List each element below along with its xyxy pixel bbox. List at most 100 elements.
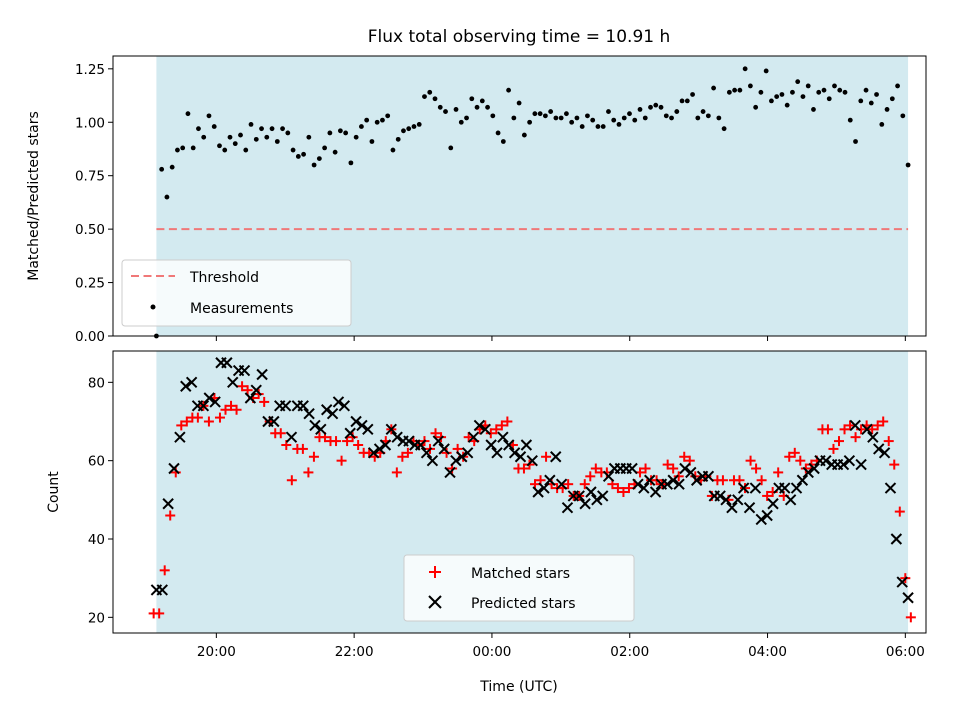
measurement-point (790, 89, 795, 95)
predicted-star-point (755, 513, 767, 526)
matched-star-point (585, 471, 596, 482)
ratio-y-tick-label: 0.75 (75, 169, 105, 185)
measurement-point (411, 124, 417, 129)
measurement-point (889, 96, 895, 102)
predicted-star-point (450, 454, 462, 467)
predicted-star-point (379, 439, 392, 451)
predicted-star-point (520, 439, 533, 451)
x-tick-label: 02:00 (610, 644, 649, 660)
predicted-star-point (362, 423, 374, 436)
measurement-point (753, 104, 759, 110)
measurement-point (427, 89, 433, 95)
matched-star-point (784, 451, 795, 462)
count-legend-box (403, 554, 635, 622)
predicted-star-point (690, 474, 703, 486)
matched-star-point (496, 420, 507, 431)
predicted-star-point (720, 494, 732, 506)
measurement-point (196, 126, 201, 132)
predicted-star-point (221, 357, 233, 369)
measurement-point (164, 194, 170, 200)
matched-star-point (717, 475, 728, 486)
predicted-star-point (667, 474, 679, 486)
predicted-star-point (244, 392, 257, 404)
matched-star-point (872, 420, 883, 431)
predicted-star-point (573, 490, 585, 502)
matched-star-point (502, 416, 513, 427)
matched-star-point (751, 463, 762, 474)
measurement-point (811, 107, 816, 112)
measurement-point (548, 109, 554, 114)
measurement-point (784, 102, 790, 108)
predicted-star-point (285, 431, 298, 443)
ratio-y-tick-label: 0.50 (75, 222, 105, 238)
predicted-star-point (367, 447, 380, 459)
measurement-point (726, 89, 732, 95)
ratio-y-tick-label: 0.00 (75, 329, 105, 345)
ratio-legend: Threshold Measurements (121, 259, 352, 327)
measurement-point (248, 121, 254, 127)
measurement-point (537, 111, 543, 117)
matched-star-point (353, 440, 364, 450)
measurement-point (905, 162, 911, 168)
measurement-point (574, 115, 580, 121)
legend-threshold-label: Threshold (189, 270, 259, 286)
predicted-star-point (538, 482, 550, 494)
measurement-point (206, 113, 212, 119)
legend-measurements-swatch (150, 304, 156, 310)
predicted-star-point (743, 501, 756, 514)
measurement-point (747, 83, 753, 89)
measurement-point (253, 136, 259, 142)
matched-star-point (397, 451, 408, 462)
predicted-star-point (414, 439, 427, 451)
predicted-star-point (256, 368, 268, 381)
predicted-star-points (150, 357, 914, 604)
measurement-point (217, 143, 222, 149)
matched-star-point (822, 424, 833, 435)
ratio-legend-box (121, 259, 352, 327)
matched-star-point (905, 612, 916, 623)
measurement-point (769, 98, 774, 104)
matched-star-point (159, 565, 170, 576)
ratio-panel-frame (112, 55, 927, 337)
matched-star-point (800, 463, 811, 474)
count-y-tick-label: 80 (88, 375, 105, 391)
count-y-axis-title: Count (46, 471, 62, 513)
measurement-point (285, 130, 291, 136)
measurement-point (632, 117, 638, 123)
predicted-star-point (497, 431, 509, 443)
measurement-point (679, 98, 685, 104)
matched-star-point (745, 455, 756, 466)
predicted-star-point (632, 478, 644, 490)
predicted-star-point (162, 498, 174, 510)
matched-star-point (889, 459, 900, 470)
legend-predicted-label: Predicted stars (471, 596, 576, 612)
matched-star-point (756, 475, 767, 486)
matched-star-point (828, 443, 839, 454)
x-tick-label: 04:00 (748, 644, 787, 660)
predicted-star-point (461, 447, 474, 459)
predicted-star-point (473, 419, 486, 432)
measurement-point (853, 139, 858, 144)
predicted-star-point (661, 478, 674, 490)
predicted-star-point (444, 466, 456, 479)
predicted-star-point (279, 400, 292, 412)
x-tick-label: 00:00 (472, 644, 511, 660)
measurement-point (832, 83, 837, 89)
measurement-point (527, 119, 533, 125)
count-y-tick-label: 40 (88, 532, 105, 548)
measurement-point (443, 109, 448, 114)
measurement-point (553, 115, 559, 121)
measurement-point (874, 92, 879, 97)
predicted-star-point (420, 447, 433, 459)
predicted-star-point (855, 458, 867, 471)
ratio-y-tick-label: 1.00 (75, 115, 105, 131)
predicted-star-point (649, 486, 662, 498)
matched-star-point (231, 404, 242, 415)
measurement-point (879, 121, 885, 127)
measurement-point (621, 115, 627, 121)
predicted-star-point (837, 458, 850, 471)
measurement-point (742, 66, 748, 72)
measurement-point (222, 147, 228, 153)
predicted-star-point (174, 431, 186, 443)
predicted-star-point (315, 423, 327, 436)
